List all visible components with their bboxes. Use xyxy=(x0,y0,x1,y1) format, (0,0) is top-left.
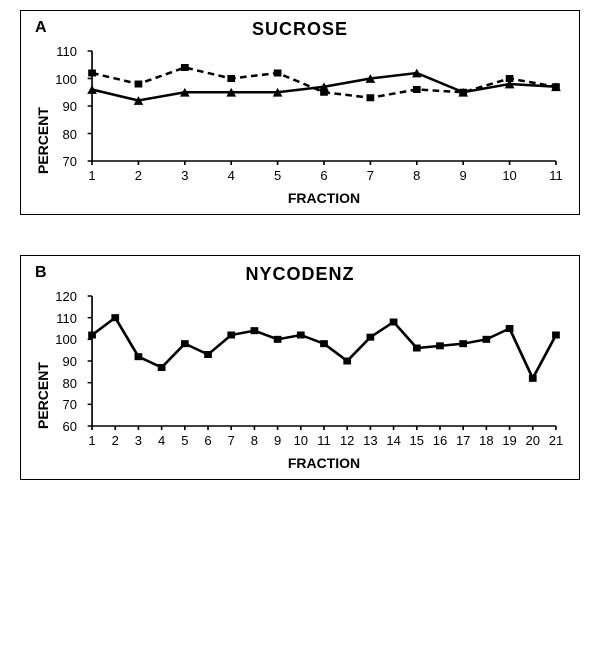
marker-square xyxy=(274,336,282,343)
panel-A-plotstack: 1 2 3 4 5 6 7 8 9 10 11 FRACTION xyxy=(81,46,567,206)
panel-A: A SUCROSE PERCENT 110100908070 123456789… xyxy=(20,10,580,215)
page: A SUCROSE PERCENT 110100908070 123456789… xyxy=(0,0,600,540)
panel-B-plotstack: 123456789101112131415161718192021 FRACTI… xyxy=(81,291,567,471)
marker-square xyxy=(274,70,282,77)
panel-B-title: NYCODENZ xyxy=(33,264,567,285)
panel-A-yticks: 110 100 90 80 70 xyxy=(51,46,81,166)
panel-A-title: SUCROSE xyxy=(33,19,567,40)
xtick-label: 7 xyxy=(223,433,239,448)
marker-square xyxy=(390,319,398,326)
marker-square xyxy=(227,332,235,339)
xtick-label: 17 xyxy=(455,433,471,448)
panel-A-xlabel: FRACTION xyxy=(81,190,567,206)
xtick-label: 15 xyxy=(409,433,425,448)
xtick-label: 8 xyxy=(246,433,262,448)
marker-square xyxy=(135,353,143,360)
ytick-label: 60 xyxy=(63,419,77,434)
ytick-label: 110 xyxy=(56,311,77,326)
panel-A-xticks: 1 2 3 4 5 6 7 8 9 10 11 xyxy=(81,168,567,184)
marker-square xyxy=(413,86,421,93)
ytick-label: 70 xyxy=(63,154,77,169)
panel-B-xticks: 123456789101112131415161718192021 xyxy=(81,433,567,449)
ytick-label: 80 xyxy=(63,127,77,142)
marker-square xyxy=(181,64,189,71)
xtick-label: 8 xyxy=(409,168,425,183)
marker-square xyxy=(135,81,143,88)
marker-square xyxy=(529,375,537,382)
ytick-label: 90 xyxy=(63,354,77,369)
panel-A-ylabel: PERCENT xyxy=(33,46,51,206)
ytick-label: 80 xyxy=(63,376,77,391)
xtick-label: 11 xyxy=(316,433,332,448)
marker-square xyxy=(436,342,444,349)
marker-square xyxy=(111,314,119,321)
panel-B-svg xyxy=(81,291,567,431)
xtick-label: 14 xyxy=(386,433,402,448)
panel-A-chart: PERCENT 110 100 90 80 70 1 2 3 4 5 6 7 8 9 10 11 FRACT… xyxy=(33,46,567,206)
marker-square xyxy=(483,336,491,343)
ytick-label: 120 xyxy=(55,289,77,304)
xtick-label: 13 xyxy=(362,433,378,448)
xtick-label: 10 xyxy=(293,433,309,448)
xtick-label: 5 xyxy=(270,168,286,183)
xtick-label: 9 xyxy=(270,433,286,448)
xtick-label: 21 xyxy=(548,433,564,448)
ytick-label: 100 xyxy=(55,72,77,87)
marker-square xyxy=(204,351,212,358)
marker-square xyxy=(413,345,421,352)
xtick-label: 3 xyxy=(177,168,193,183)
xtick-label: 12 xyxy=(339,433,355,448)
xtick-label: 6 xyxy=(316,168,332,183)
marker-square xyxy=(459,340,467,347)
marker-square xyxy=(88,332,96,339)
xtick-label: 1 xyxy=(84,168,100,183)
ytick-label: 100 xyxy=(55,332,77,347)
panel-B-xlabel: FRACTION xyxy=(81,455,567,471)
marker-square xyxy=(158,364,166,371)
xtick-label: 4 xyxy=(154,433,170,448)
marker-square xyxy=(552,332,560,339)
xtick-label: 3 xyxy=(130,433,146,448)
panel-B-yticks: 120 110 100 90 80 70 60 xyxy=(51,291,81,431)
marker-square xyxy=(297,332,305,339)
panel-A-svg xyxy=(81,46,567,166)
ytick-label: 110 xyxy=(56,44,77,59)
xtick-label: 19 xyxy=(502,433,518,448)
xtick-label: 11 xyxy=(548,168,564,183)
xtick-label: 20 xyxy=(525,433,541,448)
marker-square xyxy=(367,94,375,101)
xtick-label: 9 xyxy=(455,168,471,183)
marker-square xyxy=(506,325,514,332)
marker-square xyxy=(251,327,259,334)
xtick-label: 6 xyxy=(200,433,216,448)
ytick-label: 70 xyxy=(63,397,77,412)
xtick-label: 7 xyxy=(362,168,378,183)
xtick-label: 4 xyxy=(223,168,239,183)
xtick-label: 5 xyxy=(177,433,193,448)
marker-square xyxy=(88,70,96,77)
panel-B-ylabel: PERCENT xyxy=(33,291,51,471)
marker-square xyxy=(181,340,189,347)
panel-B: B NYCODENZ PERCENT 12011010090807060 123… xyxy=(20,255,580,480)
marker-square xyxy=(367,334,375,341)
xtick-label: 16 xyxy=(432,433,448,448)
ytick-label: 90 xyxy=(63,99,77,114)
panel-B-chart: PERCENT 12011010090807060 12345678910111… xyxy=(33,291,567,471)
xtick-label: 2 xyxy=(130,168,146,183)
xtick-label: 18 xyxy=(478,433,494,448)
xtick-label: 10 xyxy=(502,168,518,183)
xtick-label: 2 xyxy=(107,433,123,448)
marker-square xyxy=(320,340,328,347)
xtick-label: 1 xyxy=(84,433,100,448)
marker-square xyxy=(343,358,351,365)
marker-square xyxy=(227,75,235,82)
